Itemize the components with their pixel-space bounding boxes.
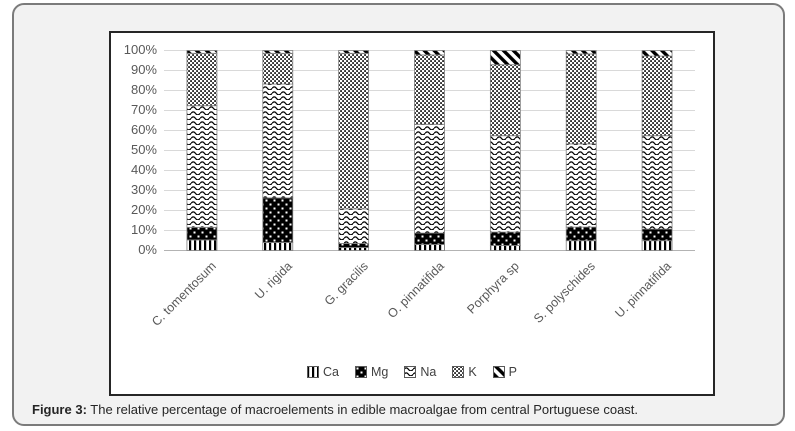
figure-card: 100% 90% 80% 70% 60% 50% 40% 30% 20% 10% 0% C. tom…	[12, 3, 785, 426]
legend-label: Mg	[370, 365, 389, 379]
bar-segment-Mg	[186, 226, 218, 241]
bar-segment-K	[641, 55, 673, 137]
legend-label: P	[508, 365, 518, 379]
figure-caption-text: The relative percentage of macroelements…	[86, 402, 639, 417]
bar-segment-P	[489, 50, 521, 66]
y-axis-tick-label: 50%	[130, 142, 157, 157]
bar-segment-Na	[414, 123, 445, 234]
chart-panel: 100% 90% 80% 70% 60% 50% 40% 30% 20% 10% 0% C. tom…	[109, 31, 715, 396]
bar-segment-Ca	[414, 244, 445, 251]
y-axis-tick-label: 100%	[123, 42, 157, 57]
legend-label: Na	[420, 365, 437, 379]
legend-item-Ca: Ca	[306, 365, 339, 379]
y-axis-tick-label: 80%	[130, 82, 157, 97]
bar-segment-K	[338, 52, 370, 210]
bar-segment-Na	[262, 83, 294, 199]
legend-item-K: K	[452, 365, 477, 379]
figure-caption-label: Figure 3:	[32, 402, 87, 417]
bar-segment-K	[565, 53, 597, 145]
y-axis-tick-label: 30%	[130, 182, 157, 197]
y-axis-tick-label: 10%	[130, 222, 157, 237]
bar-segment-Ca	[186, 239, 218, 251]
bar-segment-Na	[186, 105, 218, 228]
bar-segment-Mg	[565, 226, 597, 242]
legend-item-Mg: Mg	[354, 365, 389, 379]
bar-segment-P	[565, 50, 597, 55]
legend-label: K	[468, 365, 477, 379]
plot-area	[164, 50, 695, 251]
bar-segment-Ca	[489, 245, 521, 251]
y-axis-tick-label: 20%	[130, 202, 157, 217]
bar-segment-Mg	[489, 231, 521, 246]
bar-segment-Mg	[262, 197, 294, 243]
bar-segment-Ca	[565, 240, 597, 251]
legend-item-P: P	[492, 365, 518, 379]
diagonal-stripes-swatch-icon	[492, 366, 505, 378]
y-axis-tick-label: 70%	[130, 102, 157, 117]
bar-segment-P	[641, 50, 673, 57]
bar-segment-P	[186, 50, 218, 54]
bar-segment-Na	[338, 208, 370, 244]
chart-legend: Ca Mg Na K P	[111, 365, 713, 379]
bar-segment-Ca	[262, 242, 294, 251]
wave-swatch-icon	[404, 366, 417, 378]
bar-segment-Na	[489, 135, 521, 233]
bar-segment-P	[414, 50, 445, 56]
bar-segment-Mg	[338, 243, 370, 248]
figure-caption: Figure 3: The relative percentage of mac…	[32, 402, 787, 417]
vertical-stripes-swatch-icon	[306, 366, 319, 378]
bar-segment-Mg	[641, 228, 673, 242]
bar-segment-Ca	[338, 247, 370, 251]
bar-segment-Ca	[641, 240, 673, 251]
black-white-dots-swatch-icon	[354, 366, 367, 378]
y-axis-tick-label: 60%	[130, 122, 157, 137]
bar-segment-P	[338, 50, 370, 54]
y-axis-tick-label: 40%	[130, 162, 157, 177]
bar-segment-Na	[641, 135, 673, 230]
bar-segment-K	[186, 52, 218, 107]
dot-grid-swatch-icon	[452, 366, 465, 378]
bar-segment-P	[262, 50, 294, 54]
legend-item-Na: Na	[404, 365, 436, 379]
bar-segment-K	[414, 54, 445, 125]
y-axis-tick-label: 90%	[130, 62, 157, 77]
bar-segment-K	[489, 64, 521, 137]
bar-segment-K	[262, 52, 294, 85]
y-axis-tick-label: 0%	[138, 242, 157, 257]
bar-segment-Mg	[414, 232, 445, 245]
legend-label: Ca	[322, 365, 339, 379]
bar-segment-Na	[565, 143, 597, 228]
